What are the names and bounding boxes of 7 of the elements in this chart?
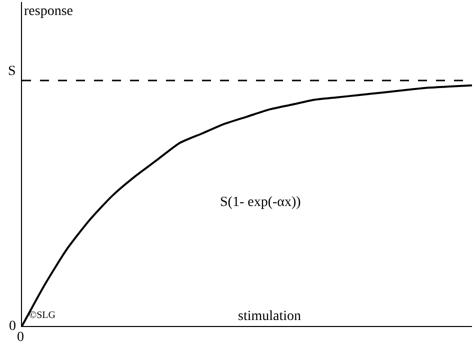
x-axis-title: stimulation bbox=[238, 309, 301, 324]
ref-line-label: S bbox=[8, 64, 16, 79]
y-axis-title: response bbox=[24, 4, 73, 19]
annotation: ©SLG bbox=[29, 310, 56, 321]
text: 0 bbox=[9, 319, 16, 334]
annotation: S(1- exp(-αx)) bbox=[220, 195, 302, 210]
text: 0 bbox=[17, 330, 24, 345]
